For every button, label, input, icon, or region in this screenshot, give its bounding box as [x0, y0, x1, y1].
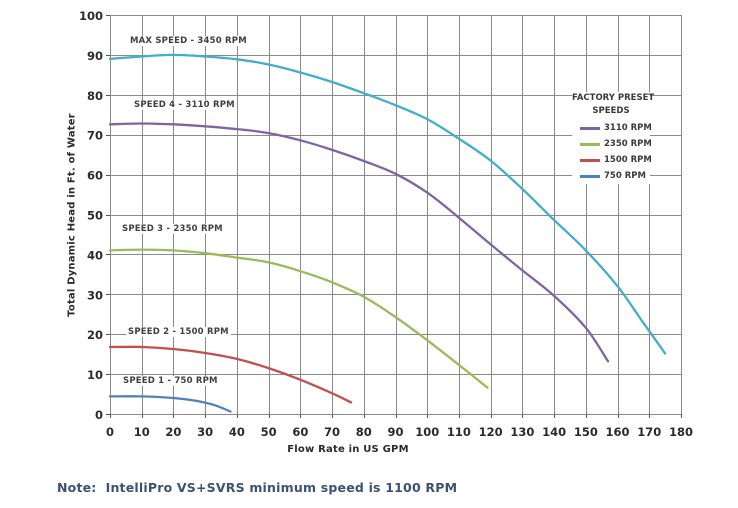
- x-axis-title: Flow Rate in US GPM: [287, 444, 409, 455]
- legend-label: 750 RPM: [604, 171, 646, 181]
- footnote: Note: IntelliPro VS+SVRS minimum speed i…: [57, 480, 458, 495]
- curve-label-max-speed-3450: MAX SPEED - 3450 RPM: [128, 36, 249, 46]
- x-tick-label: 70: [324, 425, 340, 439]
- legend-swatch: [580, 142, 600, 146]
- pump-curve-1500-rpm: [108, 345, 353, 404]
- legend-item-2350-rpm: 2350 RPM: [572, 136, 652, 152]
- legend-label: 2350 RPM: [604, 139, 652, 149]
- x-tick-label: 30: [197, 425, 213, 439]
- curve-label-speed1-750: SPEED 1 - 750 RPM: [121, 376, 220, 386]
- pump-curve-3450-rpm: [108, 53, 667, 355]
- gridlines: [110, 15, 682, 415]
- y-tick-label: 30: [87, 288, 103, 302]
- x-tick-label: 160: [606, 425, 630, 439]
- legend-item-3110-rpm: 3110 RPM: [572, 120, 652, 136]
- legend-title-line1: FACTORY PRESET: [572, 93, 655, 103]
- x-tick-label: 80: [356, 425, 372, 439]
- x-tick-label: 40: [229, 425, 245, 439]
- y-tick-label: 20: [87, 328, 103, 342]
- legend-swatch: [580, 126, 600, 130]
- y-tick-label: 100: [79, 9, 103, 23]
- x-tick-labels: 0 10 20 30 40 50 60 70 80 90 100 110 120 130 140 150 160…: [106, 425, 693, 439]
- y-tick-labels: 0 10 20 30 40 50 60 70 80 90 100: [79, 9, 103, 422]
- y-tick-label: 90: [87, 49, 103, 63]
- legend-label: 1500 RPM: [604, 155, 652, 165]
- pump-curve-2350-rpm: [108, 248, 489, 389]
- legend-item-1500-rpm: 1500 RPM: [572, 152, 652, 168]
- curve-label-speed3-2350: SPEED 3 - 2350 RPM: [120, 224, 225, 234]
- pump-curve-750-rpm: [108, 395, 232, 413]
- x-tick-label: 20: [165, 425, 181, 439]
- chart-legend: FACTORY PRESET SPEEDS 3110 RPM 2350 RPM 15…: [572, 92, 655, 184]
- curve-label-speed2-1500: SPEED 2 - 1500 RPM: [126, 327, 231, 337]
- y-tick-label: 50: [87, 209, 103, 223]
- legend-swatch: [580, 158, 600, 162]
- x-tick-label: 90: [387, 425, 403, 439]
- x-tick-label: 170: [637, 425, 661, 439]
- y-tick-label: 80: [87, 89, 103, 103]
- pump-curve-3110-rpm: [108, 122, 610, 363]
- x-tick-label: 100: [415, 425, 439, 439]
- pump-curves: [108, 53, 667, 413]
- legend-item-750-rpm: 750 RPM: [572, 168, 650, 184]
- legend-label: 3110 RPM: [604, 123, 652, 133]
- y-tick-label: 0: [95, 408, 103, 422]
- axis-tick-marks: [106, 15, 682, 418]
- x-tick-label: 150: [574, 425, 598, 439]
- y-tick-label: 70: [87, 129, 103, 143]
- x-tick-label: 120: [479, 425, 503, 439]
- x-tick-label: 140: [542, 425, 566, 439]
- y-tick-label: 60: [87, 169, 103, 183]
- legend-swatch: [580, 174, 600, 178]
- x-tick-label: 180: [669, 425, 693, 439]
- x-tick-label: 110: [447, 425, 471, 439]
- legend-items: 3110 RPM 2350 RPM 1500 RPM 750 RPM: [572, 120, 652, 184]
- y-tick-label: 10: [87, 368, 103, 382]
- x-tick-label: 0: [106, 425, 114, 439]
- x-tick-label: 130: [510, 425, 534, 439]
- curve-label-speed4-3110: SPEED 4 - 3110 RPM: [132, 100, 237, 110]
- y-tick-label: 40: [87, 248, 103, 262]
- x-tick-label: 10: [134, 425, 150, 439]
- y-axis-title: Total Dynamic Head in Ft. of Water: [66, 113, 78, 317]
- x-tick-label: 60: [292, 425, 308, 439]
- legend-title-line2: SPEEDS: [592, 106, 630, 116]
- x-tick-label: 50: [261, 425, 277, 439]
